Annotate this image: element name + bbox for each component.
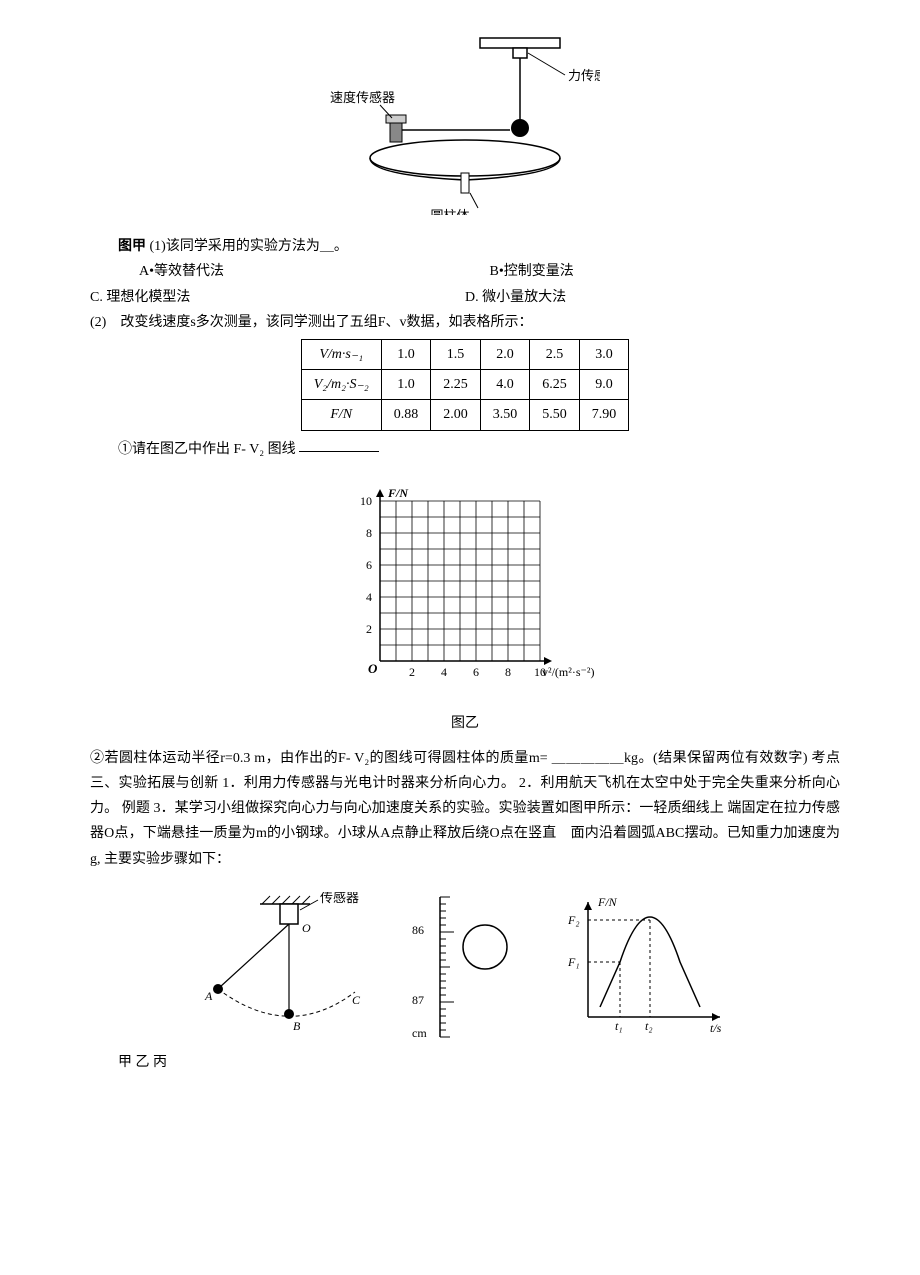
chart-svg: 246810246810OF/Nv²/(m²·s⁻²) bbox=[335, 471, 595, 701]
table-cell: F/N bbox=[301, 400, 381, 430]
triple-figure: 传感器 O A B C 86 87 cm bbox=[90, 892, 840, 1042]
table-cell: V/m·s₋₁ bbox=[301, 339, 381, 369]
table-cell: 1.5 bbox=[431, 339, 481, 369]
table-cell: 4.0 bbox=[480, 370, 530, 400]
table-cell: 7.90 bbox=[579, 400, 629, 430]
figure-jia-caption: 图甲 bbox=[118, 239, 146, 254]
pendulum-svg: 传感器 O A B C bbox=[200, 892, 370, 1042]
svg-text:6: 6 bbox=[366, 558, 372, 572]
option-b: B•控制变量法 bbox=[490, 259, 841, 284]
pt-o: O bbox=[302, 921, 311, 935]
label-force-sensor: 力传感器 bbox=[568, 68, 600, 83]
q1-text: (1)该同学采用的实验方法为＿。 bbox=[150, 239, 348, 254]
ft-f2: F₂ bbox=[567, 913, 580, 927]
option-d: D. 微小量放大法 bbox=[465, 285, 840, 310]
svg-text:O: O bbox=[368, 661, 378, 676]
pt-a: A bbox=[204, 989, 213, 1003]
svg-text:6: 6 bbox=[473, 665, 479, 679]
svg-text:v²/(m²·s⁻²): v²/(m²·s⁻²) bbox=[542, 665, 594, 679]
option-c: C. 理想化模型法 bbox=[90, 285, 465, 310]
svg-text:F/N: F/N bbox=[387, 486, 409, 500]
table-cell: 2.25 bbox=[431, 370, 481, 400]
svg-text:8: 8 bbox=[366, 526, 372, 540]
table-cell: 2.0 bbox=[480, 339, 530, 369]
table-cell: 1.0 bbox=[381, 339, 431, 369]
pt-c: C bbox=[352, 993, 361, 1007]
svg-text:2: 2 bbox=[409, 665, 415, 679]
table-cell: 1.0 bbox=[381, 370, 431, 400]
svg-text:2: 2 bbox=[366, 622, 372, 636]
table-cell: V₂/m₂·S₋₂ bbox=[301, 370, 381, 400]
ft-f1: F₁ bbox=[567, 955, 580, 969]
label-speed-sensor: 速度传感器 bbox=[330, 90, 395, 105]
svg-text:4: 4 bbox=[441, 665, 447, 679]
table-cell: 9.0 bbox=[579, 370, 629, 400]
blank-1 bbox=[299, 435, 379, 453]
data-table: V/m·s₋₁1.01.52.02.53.0 V₂/m₂·S₋₂1.02.254.… bbox=[301, 339, 630, 431]
ft-t1: t₁ bbox=[615, 1019, 623, 1033]
unit-cm: cm bbox=[412, 1026, 427, 1040]
q2-para: ②若圆柱体运动半径r=0.3 m，由作出的F- V₂的图线可得圆柱体的质量m= … bbox=[90, 746, 840, 872]
table-cell: 2.00 bbox=[431, 400, 481, 430]
ft-graph-svg: F/N t/s F₂ F₁ t₁ t₂ bbox=[560, 892, 730, 1042]
ft-ylabel: F/N bbox=[597, 895, 618, 909]
table-cell: 2.5 bbox=[530, 339, 580, 369]
triple-caption: 甲 乙 丙 bbox=[90, 1050, 840, 1075]
table-cell: 3.50 bbox=[480, 400, 530, 430]
label-cylinder: 圆柱体 bbox=[430, 208, 469, 215]
pt-b: B bbox=[293, 1019, 301, 1033]
table-cell: 0.88 bbox=[381, 400, 431, 430]
figure-jia: 力传感器 速度传感器 圆柱体 bbox=[90, 30, 840, 224]
svg-text:8: 8 bbox=[505, 665, 511, 679]
tick-86: 86 bbox=[412, 923, 424, 937]
option-row-2: C. 理想化模型法 D. 微小量放大法 bbox=[90, 285, 840, 310]
q1-line: 图甲 (1)该同学采用的实验方法为＿。 bbox=[90, 234, 840, 259]
q2-sub1: ①请在图乙中作出 F- V₂ 图线 bbox=[90, 435, 840, 462]
ruler-svg: 86 87 cm bbox=[410, 892, 520, 1042]
option-row-1: A•等效替代法 B•控制变量法 bbox=[139, 259, 840, 284]
svg-text:10: 10 bbox=[360, 494, 372, 508]
ft-t2: t₂ bbox=[645, 1019, 653, 1033]
option-a: A•等效替代法 bbox=[139, 259, 490, 284]
chart-caption: 图乙 bbox=[90, 711, 840, 736]
ft-xlabel: t/s bbox=[710, 1021, 722, 1035]
table-cell: 6.25 bbox=[530, 370, 580, 400]
tick-87: 87 bbox=[412, 993, 424, 1007]
svg-text:4: 4 bbox=[366, 590, 372, 604]
chart-yi: 246810246810OF/Nv²/(m²·s⁻²) 图乙 bbox=[90, 471, 840, 735]
table-cell: 3.0 bbox=[579, 339, 629, 369]
q2-intro: (2) 改变线速度s多次测量，该同学测出了五组F、v数据，如表格所示： bbox=[90, 310, 840, 335]
label-sensor: 传感器 bbox=[320, 892, 359, 905]
table-cell: 5.50 bbox=[530, 400, 580, 430]
apparatus-svg: 力传感器 速度传感器 圆柱体 bbox=[330, 30, 600, 215]
